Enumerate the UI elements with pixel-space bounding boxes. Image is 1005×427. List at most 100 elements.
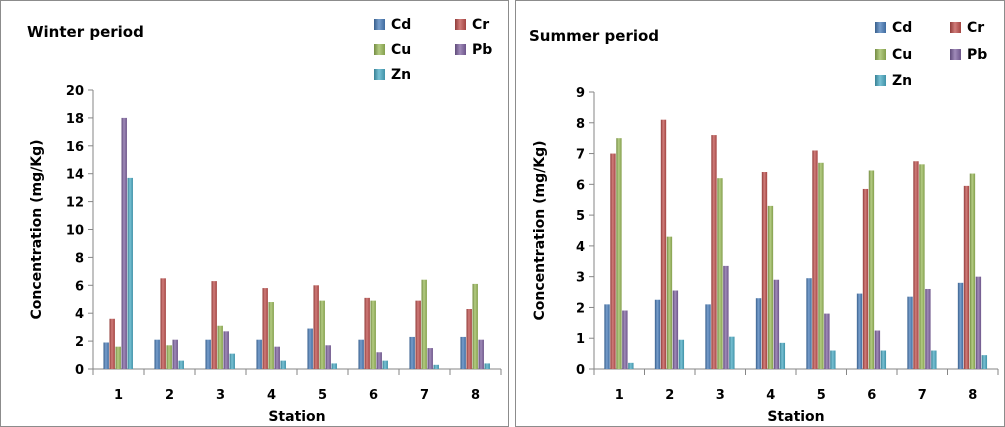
summer-bar-cr-station-6: [862, 188, 869, 369]
winter-bar-cr-station-1: [109, 318, 115, 369]
summer-y-tick-label: 4: [576, 240, 585, 255]
winter-bar-cd-station-5: [307, 328, 313, 369]
summer-y-tick-label: 5: [576, 209, 585, 224]
winter-bar-cr-station-8: [466, 309, 472, 369]
legend-swatch: [374, 19, 385, 30]
legend-swatch: [455, 44, 466, 55]
summer-chart-title: Summer period: [529, 27, 659, 45]
summer-bar-cr-station-7: [913, 161, 919, 369]
summer-chart-panel: Summer period 0 1 2 3 4 5 6 7 8 9 1 2 3 4 5 6 7 8 Station Co…: [515, 0, 1005, 427]
winter-x-tick-label: 4: [267, 388, 276, 403]
summer-x-tick-label: 3: [716, 388, 725, 403]
legend-item-cd: Cd: [374, 17, 411, 33]
summer-bar-cr-station-3: [711, 135, 717, 369]
winter-bar-cu-station-3: [217, 325, 223, 369]
legend-item-zn: Zn: [374, 67, 411, 83]
legend-item-zn: Zn: [875, 73, 912, 89]
summer-bar-zn-station-1: [628, 362, 634, 369]
winter-chart-panel: Winter period 0 2 4 6 8 10 12 14 16 18 20 1 2 3 4 5 6 7 8 St…: [0, 0, 509, 427]
winter-y-tick-label: 4: [75, 307, 84, 322]
summer-bar-cu-station-1: [616, 138, 622, 369]
summer-y-tick-label: 3: [576, 271, 585, 286]
legend-label: Cu: [391, 42, 411, 58]
summer-bar-pb-station-8: [975, 276, 982, 369]
summer-bar-pb-station-2: [672, 290, 679, 369]
legend-swatch: [875, 49, 886, 60]
winter-bar-cr-station-7: [415, 300, 421, 369]
winter-bar-cd-station-4: [256, 339, 262, 369]
legend-item-pb: Pb: [950, 47, 987, 63]
summer-bar-pb-station-5: [824, 313, 830, 369]
winter-bar-pb-station-2: [172, 339, 178, 369]
winter-x-tick-label: 5: [318, 388, 327, 403]
summer-bar-cr-station-8: [963, 185, 970, 369]
summer-y-tick-label: 2: [576, 301, 585, 316]
summer-bar-zn-station-6: [880, 350, 887, 369]
winter-y-tick-label: 6: [75, 279, 84, 294]
summer-y-tick-label: 0: [576, 363, 585, 378]
legend-swatch: [950, 22, 961, 33]
winter-bar-zn-station-4: [280, 360, 286, 369]
summer-bar-cu-station-7: [919, 164, 925, 369]
summer-x-tick-label: 2: [665, 388, 674, 403]
winter-bar-pb-station-7: [427, 348, 433, 369]
summer-bar-cd-station-8: [957, 282, 964, 369]
winter-bar-zn-station-8: [484, 363, 490, 369]
summer-x-tick-label: 1: [615, 388, 624, 403]
winter-bar-cu-station-8: [472, 283, 478, 369]
winter-bar-cu-station-7: [421, 279, 427, 369]
summer-bar-pb-station-4: [773, 279, 780, 369]
legend-label: Cd: [892, 20, 912, 36]
summer-bar-cd-station-1: [604, 304, 610, 369]
winter-y-axis-title: Concentration (mg/Kg): [29, 139, 45, 319]
summer-bar-pb-station-7: [925, 288, 931, 369]
winter-x-tick-label: 3: [216, 388, 225, 403]
summer-x-axis-title: Station: [767, 409, 824, 425]
legend-label: Cd: [391, 17, 411, 33]
summer-bar-cd-station-7: [907, 296, 913, 369]
winter-bar-cr-station-6: [364, 297, 370, 369]
winter-y-tick-label: 10: [66, 224, 84, 239]
legend-swatch: [455, 19, 466, 30]
winter-bar-cd-station-3: [205, 339, 211, 369]
summer-bar-pb-station-1: [622, 310, 628, 369]
winter-bar-cu-station-4: [268, 302, 274, 369]
summer-bar-zn-station-2: [678, 339, 685, 369]
summer-bar-cu-station-2: [666, 236, 673, 369]
summer-x-tick-label: 7: [918, 388, 927, 403]
legend-item-pb: Pb: [455, 42, 492, 58]
summer-y-tick-label: 8: [576, 117, 585, 132]
summer-bar-cd-station-2: [654, 299, 661, 369]
summer-bar-cr-station-5: [812, 150, 818, 369]
summer-chart: Summer period 0 1 2 3 4 5 6 7 8 9 1 2 3 4 5 6 7 8 Station Co…: [529, 20, 999, 425]
legend-label: Cr: [472, 17, 489, 33]
winter-y-tick-label: 20: [66, 84, 84, 99]
summer-bar-zn-station-7: [931, 350, 937, 369]
summer-bar-cu-station-4: [767, 205, 774, 369]
summer-bar-cr-station-2: [660, 119, 667, 369]
winter-bar-cr-station-4: [262, 288, 268, 369]
winter-bar-cr-station-3: [211, 281, 217, 369]
winter-x-tick-label: 7: [420, 388, 429, 403]
summer-bar-cu-station-5: [818, 162, 824, 369]
winter-bar-cd-station-1: [103, 342, 109, 369]
winter-y-tick-label: 18: [66, 112, 84, 127]
summer-bar-cd-station-3: [705, 304, 711, 369]
legend-label: Pb: [472, 42, 492, 58]
winter-bar-cd-station-7: [409, 336, 415, 369]
summer-bar-cu-station-8: [969, 173, 976, 369]
summer-y-tick-label: 1: [576, 332, 585, 347]
winter-x-tick-label: 8: [471, 388, 480, 403]
legend-item-cu: Cu: [374, 42, 411, 58]
winter-bar-zn-station-2: [178, 360, 184, 369]
legend-swatch: [875, 22, 886, 33]
summer-bar-pb-station-3: [723, 265, 729, 369]
winter-bar-cr-station-5: [313, 285, 319, 369]
summer-bar-zn-station-4: [779, 342, 786, 369]
winter-bar-cu-station-2: [166, 345, 172, 369]
winter-bar-pb-station-4: [274, 346, 280, 369]
summer-bar-cr-station-1: [610, 153, 616, 369]
legend-swatch: [374, 44, 385, 55]
legend-label: Cu: [892, 47, 912, 63]
